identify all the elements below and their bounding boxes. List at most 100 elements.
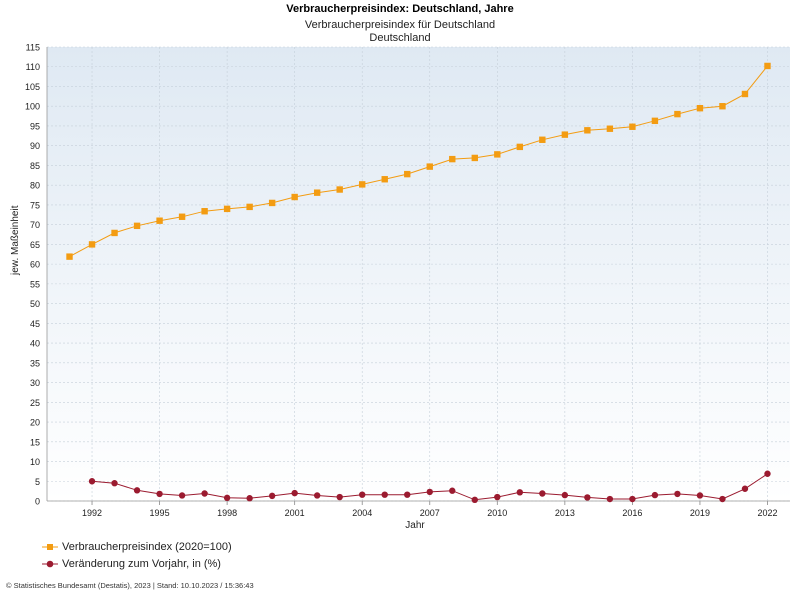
data-point bbox=[381, 176, 388, 183]
y-tick-label: 55 bbox=[30, 279, 40, 289]
data-point bbox=[201, 490, 208, 497]
data-point bbox=[201, 208, 208, 215]
data-point bbox=[606, 495, 614, 503]
x-tick-label: 2010 bbox=[487, 508, 507, 518]
data-point bbox=[494, 493, 501, 501]
data-point bbox=[111, 229, 118, 237]
data-point bbox=[111, 480, 118, 487]
data-point bbox=[561, 491, 569, 499]
legend-label-cpi: Verbraucherpreisindex (2020=100) bbox=[62, 541, 232, 553]
chart-subtitle-region: Deutschland bbox=[369, 32, 431, 44]
data-point bbox=[629, 495, 636, 503]
y-tick-label: 95 bbox=[30, 121, 40, 131]
source-footer: © Statistisches Bundesamt (Destatis), 20… bbox=[6, 581, 254, 590]
y-tick-label: 45 bbox=[30, 319, 40, 329]
data-point bbox=[584, 127, 591, 134]
y-tick-label: 10 bbox=[30, 457, 40, 467]
data-point bbox=[223, 205, 231, 213]
data-point bbox=[313, 189, 321, 196]
chart-title: Verbraucherpreisindex: Deutschland, Jahr… bbox=[286, 3, 514, 15]
y-tick-label: 0 bbox=[35, 497, 40, 507]
y-tick-label: 25 bbox=[30, 398, 40, 408]
data-point bbox=[313, 492, 321, 499]
data-point bbox=[291, 193, 298, 201]
data-point bbox=[719, 103, 726, 110]
y-tick-label: 90 bbox=[30, 141, 40, 151]
y-tick-label: 30 bbox=[30, 378, 40, 388]
data-point bbox=[133, 222, 141, 230]
y-axis-label: jew. Maßeinheit bbox=[10, 205, 21, 275]
y-tick-label: 85 bbox=[30, 161, 40, 171]
data-point bbox=[268, 199, 276, 207]
plot-area bbox=[47, 47, 790, 501]
y-tick-label: 75 bbox=[30, 200, 40, 210]
data-point bbox=[584, 494, 591, 501]
x-tick-label: 1995 bbox=[150, 508, 170, 518]
x-tick-label: 2007 bbox=[420, 508, 440, 518]
data-point bbox=[651, 491, 659, 499]
circle-marker-icon bbox=[42, 560, 58, 568]
data-point bbox=[426, 163, 433, 170]
data-point bbox=[336, 186, 343, 193]
data-point bbox=[764, 470, 771, 477]
square-marker-icon bbox=[42, 544, 58, 551]
data-point bbox=[741, 90, 749, 98]
y-tick-label: 105 bbox=[25, 82, 40, 92]
data-point bbox=[719, 495, 726, 503]
data-point bbox=[539, 136, 546, 143]
data-point bbox=[741, 485, 749, 492]
data-point bbox=[291, 489, 298, 497]
x-tick-label: 2001 bbox=[285, 508, 305, 518]
data-point bbox=[696, 104, 704, 112]
data-point bbox=[561, 131, 569, 138]
data-point bbox=[696, 492, 704, 499]
x-tick-label: 2022 bbox=[757, 508, 777, 518]
y-tick-label: 5 bbox=[35, 477, 40, 487]
data-point bbox=[449, 155, 456, 163]
data-point bbox=[674, 490, 681, 498]
series-line bbox=[69, 65, 768, 258]
x-axis-label: Jahr bbox=[405, 520, 425, 531]
data-point bbox=[494, 151, 501, 158]
y-tick-label: 100 bbox=[25, 102, 40, 112]
y-tick-label: 35 bbox=[30, 358, 40, 368]
data-point bbox=[246, 495, 253, 502]
data-point bbox=[246, 203, 253, 211]
data-point bbox=[66, 253, 73, 260]
legend-item-cpi[interactable]: Verbraucherpreisindex (2020=100) bbox=[42, 541, 232, 553]
data-point bbox=[404, 170, 411, 178]
legend-label-change: Veränderung zum Vorjahr, in (%) bbox=[62, 558, 221, 570]
data-point bbox=[516, 489, 524, 496]
y-tick-label: 40 bbox=[30, 339, 40, 349]
data-point bbox=[404, 491, 411, 498]
y-tick-label: 115 bbox=[26, 43, 40, 53]
data-point bbox=[178, 213, 186, 220]
data-point bbox=[606, 125, 614, 132]
y-tick-label: 65 bbox=[30, 240, 40, 250]
x-tick-label: 2013 bbox=[555, 508, 575, 518]
data-point bbox=[651, 117, 659, 125]
data-point bbox=[88, 241, 96, 248]
data-point bbox=[381, 491, 388, 498]
y-tick-label: 70 bbox=[30, 220, 40, 230]
data-point bbox=[336, 493, 343, 501]
data-point bbox=[764, 62, 771, 70]
data-point bbox=[674, 110, 681, 118]
legend-item-change[interactable]: Veränderung zum Vorjahr, in (%) bbox=[42, 558, 221, 570]
data-point bbox=[539, 490, 546, 497]
y-tick-label: 50 bbox=[30, 299, 40, 309]
x-tick-label: 1992 bbox=[82, 508, 102, 518]
x-tick-label: 2016 bbox=[622, 508, 642, 518]
data-point bbox=[426, 488, 433, 496]
y-tick-label: 15 bbox=[30, 437, 40, 447]
y-tick-label: 60 bbox=[30, 260, 40, 270]
data-point bbox=[133, 487, 141, 494]
data-point bbox=[359, 181, 366, 188]
data-point bbox=[629, 123, 636, 130]
data-point bbox=[359, 491, 366, 498]
chart-subtitle: Verbraucherpreisindex für Deutschland bbox=[304, 19, 496, 31]
y-tick-label: 80 bbox=[30, 181, 40, 191]
data-point bbox=[223, 494, 231, 502]
x-tick-label: 2004 bbox=[352, 508, 372, 518]
